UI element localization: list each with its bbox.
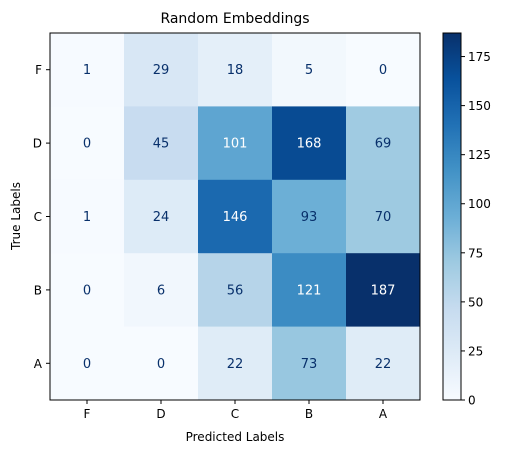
cell-value-label: 6 xyxy=(157,283,165,298)
x-axis-label: Predicted Labels xyxy=(186,430,285,444)
cell-value-label: 0 xyxy=(83,137,91,152)
heatmap-cell xyxy=(124,33,199,107)
cell-value-label: 121 xyxy=(297,283,322,298)
heatmap-cell xyxy=(272,179,347,254)
colorbar-tick-label: 175 xyxy=(468,50,491,64)
heatmap-cell xyxy=(346,253,421,328)
y-tick-label: D xyxy=(33,137,42,151)
chart-title: Random Embeddings xyxy=(160,11,309,27)
y-tick-label: A xyxy=(34,357,43,371)
heatmap-cell xyxy=(50,253,125,328)
y-axis-ticks: F D C B A xyxy=(33,63,50,371)
cell-value-label: 22 xyxy=(227,357,244,372)
cell-value-label: 18 xyxy=(227,63,244,78)
colorbar-tick-label: 25 xyxy=(468,344,483,358)
cell-value-label: 45 xyxy=(153,137,170,152)
colorbar-tick-label: 150 xyxy=(468,99,491,113)
heatmap-cell xyxy=(346,179,421,254)
cell-value-label: 24 xyxy=(153,210,170,225)
cell-value-label: 56 xyxy=(227,283,244,298)
cell-value-label: 1 xyxy=(83,210,91,225)
heatmap-cell xyxy=(50,33,125,107)
colorbar-tick-label: 100 xyxy=(468,197,491,211)
y-axis-label: True Labels xyxy=(9,182,23,251)
heatmap-cells xyxy=(50,33,421,401)
colorbar-tick-label: 50 xyxy=(468,295,483,309)
heatmap-cell xyxy=(50,179,125,254)
heatmap-cell xyxy=(272,33,347,107)
cell-value-label: 101 xyxy=(223,137,248,152)
x-tick-label: F xyxy=(84,407,91,421)
cell-value-label: 29 xyxy=(153,63,170,78)
heatmap-cell-labels: 1 29 18 5 0 0 45 101 168 69 1 24 146 93 70 0 6 56 121 187 0 0… xyxy=(83,63,396,372)
heatmap-cell xyxy=(124,253,199,328)
heatmap-cell xyxy=(198,253,273,328)
heatmap-cell xyxy=(198,106,273,181)
heatmap-cell xyxy=(124,106,199,181)
colorbar-ticks: 0 25 50 75 100 125 150 175 xyxy=(461,50,491,408)
cell-value-label: 0 xyxy=(83,283,91,298)
y-tick-label: B xyxy=(34,283,42,297)
heatmap-cell xyxy=(346,326,421,401)
heatmap-cell xyxy=(198,33,273,107)
cell-value-label: 69 xyxy=(375,137,392,152)
heatmap-cell xyxy=(124,179,199,254)
colorbar-tick-label: 0 xyxy=(468,394,476,408)
heatmap-cell xyxy=(124,326,199,401)
heatmap-cell xyxy=(50,326,125,401)
cell-value-label: 93 xyxy=(301,210,318,225)
heatmap-cell xyxy=(198,326,273,401)
heatmap-cell xyxy=(272,106,347,181)
heatmap-cell xyxy=(50,106,125,181)
cell-value-label: 0 xyxy=(379,63,387,78)
cell-value-label: 0 xyxy=(83,357,91,372)
cell-value-label: 0 xyxy=(157,357,165,372)
cell-value-label: 22 xyxy=(375,357,392,372)
cell-value-label: 70 xyxy=(375,210,392,225)
heatmap-cell xyxy=(272,326,347,401)
cell-value-label: 146 xyxy=(223,210,248,225)
heatmap-cell xyxy=(272,253,347,328)
cell-value-label: 168 xyxy=(297,137,322,152)
y-tick-label: C xyxy=(34,210,42,224)
cell-value-label: 187 xyxy=(371,283,396,298)
y-tick-label: F xyxy=(35,63,42,77)
heatmap-cell xyxy=(346,33,421,107)
x-tick-label: A xyxy=(379,407,388,421)
x-tick-label: B xyxy=(305,407,313,421)
heatmap-cell xyxy=(346,106,421,181)
cell-value-label: 73 xyxy=(301,357,318,372)
x-tick-label: C xyxy=(231,407,239,421)
colorbar xyxy=(442,32,462,401)
cell-value-label: 1 xyxy=(83,63,91,78)
colorbar-tick-label: 75 xyxy=(468,246,483,260)
heatmap-cell xyxy=(198,179,273,254)
x-tick-label: D xyxy=(156,407,165,421)
colorbar-tick-label: 125 xyxy=(468,148,491,162)
cell-value-label: 5 xyxy=(305,63,313,78)
